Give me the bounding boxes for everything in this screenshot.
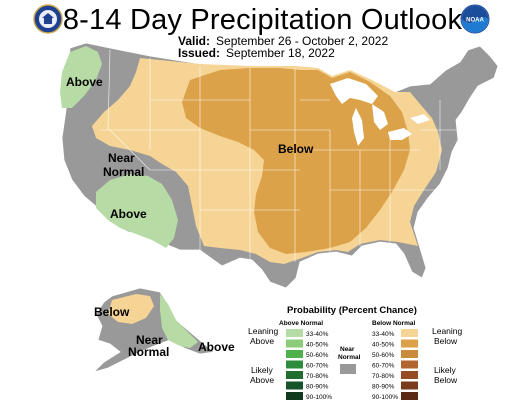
- label-near-normal-2: Normal: [103, 165, 144, 179]
- legend-leaning-above-2: Above: [250, 336, 274, 346]
- legend-likely-below-2: Below: [434, 375, 458, 385]
- legend-above-swatch: [286, 392, 303, 400]
- legend-above-range: 50-60%: [306, 352, 329, 359]
- state-lines: [100, 49, 460, 262]
- legend-below-swatch: [401, 329, 418, 337]
- legend-below-range: 80-90%: [372, 384, 395, 391]
- legend-below-swatch: [401, 339, 418, 348]
- legend-below-range: 33-40%: [372, 331, 395, 338]
- legend: Probability (Percent Chance) Above Norma…: [248, 305, 463, 401]
- alaska-below-region: [108, 294, 154, 324]
- legend-above-header: Above Normal: [279, 320, 323, 327]
- above-sw-region: [96, 174, 178, 248]
- legend-leaning-below-2: Below: [434, 336, 458, 346]
- legend-above-swatch: [286, 371, 303, 379]
- doc-seal-icon: [33, 4, 63, 34]
- legend-above-swatch: [286, 339, 303, 348]
- legend-above-range: 80-90%: [306, 384, 329, 391]
- legend-below-header: Below Normal: [372, 320, 416, 327]
- legend-below-swatch: [401, 350, 418, 358]
- legend-title: Probability (Percent Chance): [287, 305, 417, 316]
- label-below-central: Below: [278, 142, 314, 156]
- label-above-sw: Above: [110, 207, 147, 221]
- great-lakes: [330, 78, 430, 146]
- label-alaska-below: Below: [94, 305, 130, 319]
- issued-label: Issued:: [178, 46, 221, 60]
- valid-dates: September 26 - October 2, 2022: [216, 34, 389, 48]
- label-alaska-near-1: Near: [136, 333, 163, 347]
- above-nw-region: [60, 46, 102, 108]
- legend-above-swatch: [286, 350, 303, 358]
- legend-near-1: Near: [340, 346, 355, 353]
- legend-below-swatch: [401, 371, 418, 379]
- legend-above-swatch: [286, 360, 303, 369]
- label-alaska-above: Above: [198, 340, 235, 354]
- legend-leaning-above-1: Leaning: [248, 326, 279, 336]
- alaska-above-region: [160, 294, 198, 348]
- label-near-normal-1: Near: [108, 151, 135, 165]
- legend-below-swatch: [401, 381, 418, 390]
- label-above-nw: Above: [66, 75, 103, 89]
- svg-text:NOAA: NOAA: [466, 18, 484, 24]
- legend-leaning-below-1: Leaning: [432, 326, 463, 336]
- label-alaska-near-2: Normal: [128, 345, 169, 359]
- noaa-logo-icon: NOAA: [460, 4, 490, 34]
- legend-likely-above-2: Above: [250, 375, 274, 385]
- below-likely-region: [182, 68, 410, 254]
- legend-near-swatch: [340, 364, 356, 374]
- legend-likely-below-1: Likely: [434, 365, 456, 375]
- legend-below-range: 40-50%: [372, 342, 395, 349]
- page-title: 8-14 Day Precipitation Outlook: [62, 4, 463, 36]
- issued-line: Issued: September 18, 2022: [178, 46, 335, 60]
- issued-date: September 18, 2022: [226, 46, 335, 60]
- valid-label: Valid:: [178, 34, 211, 48]
- valid-line: Valid: September 26 - October 2, 2022: [178, 34, 388, 48]
- legend-below-swatch: [401, 392, 418, 400]
- legend-above-range: 60-70%: [306, 363, 329, 370]
- legend-likely-above-1: Likely: [251, 365, 273, 375]
- legend-above-swatch: [286, 329, 303, 337]
- legend-below-range: 60-70%: [372, 363, 395, 370]
- legend-below-range: 50-60%: [372, 352, 395, 359]
- legend-below-range: 70-80%: [372, 373, 395, 380]
- legend-above-range: 70-80%: [306, 373, 329, 380]
- legend-below-swatch: [401, 360, 418, 369]
- legend-above-swatch: [286, 381, 303, 390]
- legend-below-range: 90-100%: [372, 394, 398, 401]
- legend-above-range: 40-50%: [306, 342, 329, 349]
- legend-above-range: 33-40%: [306, 331, 329, 338]
- legend-above-range: 90-100%: [306, 394, 332, 401]
- legend-near-2: Normal: [338, 354, 361, 361]
